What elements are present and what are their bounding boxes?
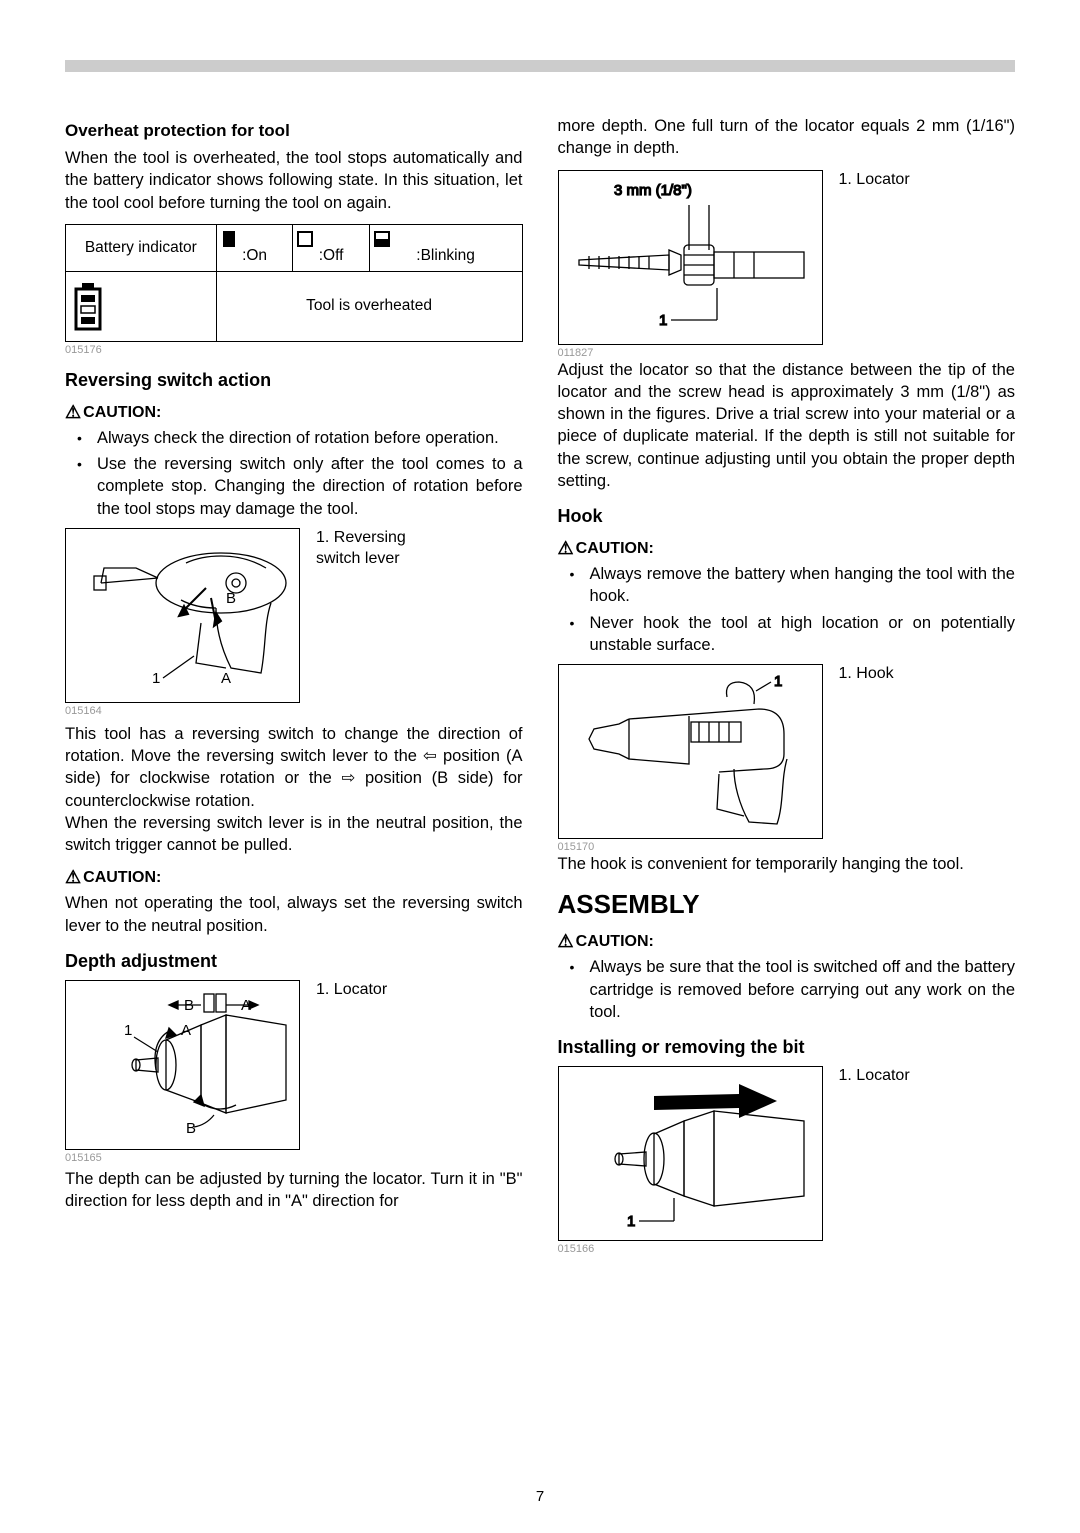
depth-locator-svg: B A A B 1 [66,980,299,1150]
installing-caption: 1. Locator [839,1066,1016,1255]
installing-svg: 1 [559,1066,822,1241]
svg-text:B: B [186,1120,196,1137]
left-column: Overheat protection for tool When the to… [65,115,523,1255]
table-cell-blink: :Blinking [369,224,522,271]
blink-label: :Blinking [416,247,475,264]
fignum-overheat: 015176 [65,344,523,356]
svg-text:1: 1 [627,1213,635,1230]
dim-text: 3 mm (1/8") [614,182,692,199]
hook-figure: 1 015170 [558,664,823,853]
reversing-para3: When not operating the tool, always set … [65,892,523,937]
fignum-depth: 015165 [65,1152,300,1164]
square-off-icon [297,231,313,247]
depth-cont-para2: Adjust the locator so that the distance … [558,359,1016,493]
battery-icon [70,281,106,331]
square-blink-icon [374,231,390,247]
off-label: :Off [319,247,344,264]
fignum-locator-gap: 011827 [558,347,823,359]
svg-text:1: 1 [152,670,160,687]
hook-para: The hook is convenient for temporarily h… [558,853,1016,875]
list-item: Always be sure that the tool is switched… [590,956,1016,1023]
page-number: 7 [0,1488,1080,1505]
reversing-caution: ⚠CAUTION: [65,401,523,422]
reversing-figure: B A 1 015164 [65,528,300,717]
svg-text:1: 1 [774,673,782,690]
caution-icon: ⚠ [65,867,81,888]
list-item: Use the reversing switch only after the … [97,453,523,520]
svg-text:A: A [221,670,231,687]
caution-label: CAUTION: [576,933,654,950]
caution-label: CAUTION: [83,869,161,886]
hook-figure-row: 1 015170 1. Hook [558,664,1016,853]
locator-gap-caption: 1. Locator [839,170,1016,359]
reversing-caption: 1. Reversing switch lever [316,528,523,717]
installing-figure-row: 1 015166 1. Locator [558,1066,1016,1255]
locator-gap-svg: 3 mm (1/8") [559,170,822,345]
caution-icon: ⚠ [558,931,574,952]
depth-cont-para: more depth. One full turn of the locator… [558,115,1016,160]
on-label: :On [242,247,267,264]
svg-text:B: B [226,590,236,607]
reversing-heading: Reversing switch action [65,370,523,391]
hook-caution: ⚠CAUTION: [558,537,1016,558]
assembly-bullets: Always be sure that the tool is switched… [558,956,1016,1023]
depth-heading: Depth adjustment [65,951,523,972]
overheat-heading: Overheat protection for tool [65,121,523,141]
locator-gap-figure: 3 mm (1/8") [558,170,823,359]
reversing-figure-row: B A 1 015164 1. Reversing switch lever [65,528,523,717]
depth-figure: B A A B 1 015165 [65,980,300,1164]
svg-text:1: 1 [124,1022,132,1039]
svg-text:1: 1 [659,312,667,329]
reversing-caution2: ⚠CAUTION: [65,866,523,887]
assembly-caution: ⚠CAUTION: [558,930,1016,951]
fignum-installing: 015166 [558,1243,823,1255]
two-column-content: Overheat protection for tool When the to… [65,115,1015,1255]
assembly-heading: ASSEMBLY [558,889,1016,920]
table-cell-off: :Off [293,224,369,271]
caution-icon: ⚠ [65,402,81,423]
reversing-para2: When the reversing switch lever is in th… [65,812,523,857]
reversing-para1: This tool has a reversing switch to chan… [65,723,523,812]
depth-para: The depth can be adjusted by turning the… [65,1168,523,1213]
table-cell-on: :On [216,224,293,271]
list-item: Always remove the battery when hanging t… [590,563,1016,608]
hook-caption: 1. Hook [839,664,1016,853]
installing-figure: 1 015166 [558,1066,823,1255]
svg-text:A: A [181,1022,191,1039]
table-cell-label: Battery indicator [66,224,217,271]
square-on-icon [221,231,237,247]
caution-label: CAUTION: [576,540,654,557]
svg-text:A: A [241,997,251,1014]
locator-gap-figure-row: 3 mm (1/8") [558,170,1016,359]
table-cell-battery-icon [66,271,217,341]
battery-indicator-table: Battery indicator :On :Off :Blinking [65,224,523,342]
reversing-bullets: Always check the direction of rotation b… [65,427,523,520]
table-cell-overheated: Tool is overheated [216,271,522,341]
overheat-para: When the tool is overheated, the tool st… [65,147,523,214]
hook-drill-svg: 1 [559,664,822,839]
depth-figure-row: B A A B 1 015165 1. Locator [65,980,523,1164]
right-column: more depth. One full turn of the locator… [558,115,1016,1255]
top-bar [65,60,1015,72]
list-item: Never hook the tool at high location or … [590,612,1016,657]
list-item: Always check the direction of rotation b… [97,427,523,449]
fignum-reversing: 015164 [65,705,300,717]
caution-label: CAUTION: [83,404,161,421]
fignum-hook: 015170 [558,841,823,853]
hook-bullets: Always remove the battery when hanging t… [558,563,1016,656]
depth-caption: 1. Locator [316,980,523,1164]
svg-text:B: B [184,997,194,1014]
installing-heading: Installing or removing the bit [558,1037,1016,1058]
hook-heading: Hook [558,506,1016,527]
caution-icon: ⚠ [558,538,574,559]
reversing-drill-svg: B A 1 [66,528,299,703]
